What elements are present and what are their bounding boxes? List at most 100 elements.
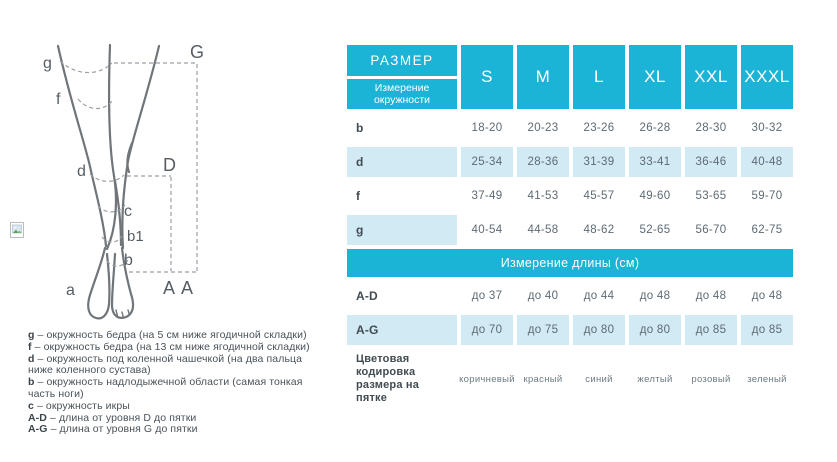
legend-item-g: g – окружность бедра (на 5 см ниже ягоди… [28,329,307,341]
table-header-row: РАЗМЕР Измерение окружности S M L XL XXL XXXL [347,45,793,109]
legend-term: g [28,329,38,341]
value-cell: 53-65 [695,190,727,202]
measurement-dash-lines [59,60,198,273]
value-cell: 20-23 [527,122,559,134]
value-cell: 26-28 [639,122,671,134]
diagram-labels: g f d c b1 b a G D A A [43,42,204,299]
size-header-M: M [517,45,569,109]
diagram-label-b1: b1 [127,228,144,245]
value-cell: до 44 [583,290,615,302]
diagram-label-b: b [124,252,133,269]
value-cell: до 70 [461,315,513,345]
value-cell: 37-49 [471,190,503,202]
value-cell: до 80 [573,315,625,345]
heel-color-name: синий [585,373,613,385]
value-cell: 36-46 [685,147,737,177]
legend-item-f: f – окружность бедра (на 13 см ниже ягод… [28,340,310,353]
length-section-band: Измерение длины (см) [347,249,793,277]
leg-measurement-diagram: g f d c b1 b a G D A A [43,42,204,320]
table-row-g: g 40-54 44-58 48-62 52-65 56-70 62-75 [347,215,793,245]
value-cell: 28-36 [517,147,569,177]
circumference-header-label: Измерение окружности [347,79,457,109]
row-label-A-D: A-D [356,289,378,303]
diagram-label-d: d [77,163,86,180]
measurement-legend: g – окружность бедра (на 5 см ниже ягоди… [28,329,328,436]
size-header-XL: XL [629,45,681,109]
value-cell: 62-75 [751,224,783,236]
value-cell: 49-60 [639,190,671,202]
diagram-label-a: a [66,282,75,299]
value-cell: 25-34 [461,147,513,177]
size-header-L: L [573,45,625,109]
value-cell: 45-57 [583,190,615,202]
diagram-label-G: G [190,42,204,62]
table-row-d: d 25-34 28-36 31-39 33-41 36-46 40-48 [347,147,793,177]
row-label-d: d [347,147,457,177]
value-cell: 56-70 [695,224,727,236]
table-row-b: b 18-20 20-23 23-26 26-28 28-30 30-32 [347,113,793,143]
row-label-b: b [356,121,364,135]
legend-term: f [28,340,35,353]
size-header-XXL: XXL [685,45,737,109]
row-label-g: g [347,215,457,245]
legend-term: A-G [28,423,51,436]
value-cell: 33-41 [629,147,681,177]
legs-outline [56,43,161,320]
value-cell: 40-54 [471,224,503,236]
size-table: РАЗМЕР Измерение окружности S M L XL XXL XXXL… [347,45,793,409]
value-cell: 41-53 [527,190,559,202]
diagram-label-A-left: A [163,278,175,298]
size-header-label: РАЗМЕР [347,45,457,76]
value-cell: до 40 [527,290,559,302]
heel-color-name: желтый [637,373,673,385]
heel-color-name: красный [523,373,563,385]
legend-term: b [28,376,38,389]
size-header-S: S [461,45,513,109]
legend-term: c [28,399,37,412]
legend-item-c: c – окружность икры [28,399,130,412]
value-cell: 48-62 [583,224,615,236]
value-cell: 44-58 [527,224,559,236]
legend-item-b: b – окружность надлодыжечной области (са… [28,376,303,400]
table-corner-cell: РАЗМЕР Измерение окружности [347,45,457,109]
table-row-A-D: A-D до 37 до 40 до 44 до 48 до 48 до 48 [347,281,793,311]
heel-color-name: зеленый [747,373,787,385]
legend-item-A-D: A-D – длина от уровня D до пятки [28,411,197,424]
value-cell: до 48 [639,290,671,302]
value-cell: 59-70 [751,190,783,202]
value-cell: до 37 [471,290,503,302]
value-cell: до 85 [685,315,737,345]
value-cell: до 75 [517,315,569,345]
diagram-label-A-right: A [181,278,193,298]
heel-color-label: Цветовая кодировка размера на пятке [356,353,420,404]
diagram-label-g: g [43,55,52,72]
row-label-A-G: A-G [347,315,457,345]
legend-item-d: d – окружность под коленной чашечкой (на… [28,352,303,377]
legend-item-A-G: A-G – длина от уровня G до пятки [28,423,198,436]
value-cell: 40-48 [741,147,793,177]
legend-term: A-D [28,411,50,424]
broken-image-icon [10,221,26,239]
table-row-A-G: A-G до 70 до 75 до 80 до 80 до 85 до 85 [347,315,793,345]
value-cell: 30-32 [751,122,783,134]
value-cell: до 48 [751,290,783,302]
heel-color-name: коричневый [459,373,515,385]
value-cell: 18-20 [471,122,503,134]
value-cell: до 48 [695,290,727,302]
diagram-label-c: c [124,203,132,220]
value-cell: 23-26 [583,122,615,134]
legend-term: d [28,352,38,365]
diagram-label-D: D [163,155,176,175]
value-cell: до 80 [629,315,681,345]
value-cell: 28-30 [695,122,727,134]
heel-color-row: Цветовая кодировка размера на пятке кори… [347,349,793,409]
value-cell: 31-39 [573,147,625,177]
diagram-label-f: f [56,91,61,108]
value-cell: до 85 [741,315,793,345]
row-label-f: f [356,189,361,203]
table-row-f: f 37-49 41-53 45-57 49-60 53-65 59-70 [347,181,793,211]
size-header-XXXL: XXXL [741,45,793,109]
value-cell: 52-65 [639,224,671,236]
heel-color-name: розовый [691,373,731,385]
